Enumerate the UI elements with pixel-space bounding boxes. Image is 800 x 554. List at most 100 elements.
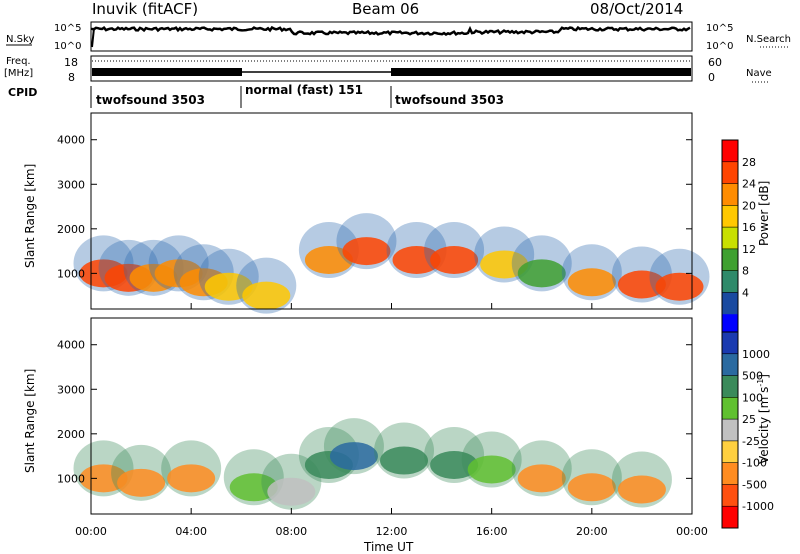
nave-tick-top: 60 [708, 56, 722, 69]
noise-start-spike [91, 27, 95, 48]
colorbar-swatch [722, 440, 738, 464]
echo-cell [242, 281, 291, 310]
nave-label: Nave [746, 68, 772, 79]
velocity-panel: 4000 3000 2000 1000 Slant Range [km] 1000 50… [23, 317, 774, 529]
echo-cell [517, 259, 566, 288]
echo-cell [567, 268, 616, 297]
echo-cell [392, 246, 441, 274]
echo-cell [430, 246, 479, 274]
noise-search-label: N.Search [746, 34, 791, 45]
colorbar-swatch [722, 227, 738, 250]
colorbar-tick-label: 20 [742, 199, 756, 212]
colorbar-swatch [722, 140, 738, 163]
colorbar-swatch [722, 292, 738, 315]
echo-cell [229, 473, 278, 502]
noise-left-tick-bottom: 10^0 [54, 41, 81, 52]
x-tick-label: 04:00 [175, 525, 207, 538]
frequency-tick-bottom: 8 [68, 71, 75, 84]
colorbar-tick-label: 12 [742, 243, 756, 256]
x-tick-label: 08:00 [275, 525, 307, 538]
echo-cell [655, 272, 704, 301]
echo-cell [617, 270, 666, 299]
velocity-ylabel: Slant Range [km] [23, 369, 37, 473]
echo-cell [467, 455, 516, 484]
frequency-band-seg3 [391, 68, 691, 76]
noise-left-tick-top: 10^5 [54, 23, 81, 34]
echo-cell [567, 473, 616, 502]
colorbar-tick-label: 28 [742, 156, 756, 169]
x-tick-label: 00:00 [75, 525, 107, 538]
colorbar-tick-label: -25 [742, 435, 760, 448]
noise-right-tick-top: 10^5 [706, 23, 733, 34]
echo-cell [329, 442, 378, 471]
noise-panel-frame [90, 21, 693, 52]
colorbar-tick-label: 25 [742, 413, 756, 426]
noise-right-tick-bottom: 10^0 [706, 41, 733, 52]
colorbar-tick-label: -500 [742, 478, 767, 491]
y-tick-label: 4000 [57, 134, 85, 147]
cpid-segment-2: normal (fast) 151 [245, 83, 363, 97]
power-panel: 4000 3000 2000 1000 Slant Range [km] 28 24 20… [23, 112, 771, 337]
echo-cell [517, 464, 566, 493]
cpid-panel: CPID twofsound 3503 normal (fast) 151 tw… [8, 83, 504, 108]
velocity-data-layer [73, 418, 672, 510]
colorbar-tick-label: -1000 [742, 500, 774, 513]
echo-cell [304, 246, 353, 274]
colorbar-swatch [722, 332, 738, 355]
echo-cell [204, 272, 253, 301]
echo-cell [342, 237, 391, 266]
colorbar-tick-label: 100 [742, 391, 763, 404]
station-title: Inuvik (fitACF) [92, 0, 198, 18]
velocity-colorbar-label: Velocity [m s-1] [756, 374, 771, 464]
colorbar-swatch [722, 397, 738, 420]
y-tick-label: 2000 [57, 223, 85, 236]
cpid-segment-3: twofsound 3503 [395, 93, 504, 107]
frequency-label-line2: [MHz] [4, 68, 33, 79]
frequency-band-seg1 [92, 68, 242, 76]
y-tick-label: 2000 [57, 428, 85, 441]
y-tick-label: 1000 [57, 267, 85, 280]
colorbar-swatch [722, 506, 738, 529]
power-data-layer [73, 213, 710, 314]
echo-cell [167, 464, 216, 493]
nave-tick-bottom: 0 [708, 71, 715, 84]
x-tick-label: 16:00 [476, 525, 508, 538]
y-tick-label: 4000 [57, 339, 85, 352]
colorbar-tick-label: -100 [742, 457, 767, 470]
colorbar-tick-label: 4 [742, 286, 749, 299]
echo-cell [117, 468, 166, 497]
echo-cell [617, 475, 666, 504]
colorbar-swatch [722, 270, 738, 293]
colorbar-swatch [722, 375, 738, 398]
y-tick-label: 3000 [57, 178, 85, 191]
echo-cell [79, 464, 128, 493]
echo-cell [480, 250, 529, 279]
colorbar-swatch [722, 462, 738, 485]
noise-sky-label: N.Sky [6, 34, 34, 45]
noise-panel: N.Sky 10^5 10^0 10^5 10^0 N.Search [6, 21, 791, 52]
colorbar-tick-label: 8 [742, 265, 749, 278]
colorbar-tick-label: 24 [742, 178, 756, 191]
colorbar-swatch [722, 248, 738, 272]
x-tick-label: 20:00 [576, 525, 608, 538]
frequency-panel-frame [90, 55, 693, 82]
colorbar-tick-label: 1000 [742, 348, 770, 361]
frequency-panel: Freq. [MHz] 18 8 60 0 Nave [4, 55, 772, 84]
colorbar-tick-label: 16 [742, 221, 756, 234]
cpid-label: CPID [8, 86, 37, 99]
colorbar-swatch [722, 314, 738, 337]
cpid-segment-1: twofsound 3503 [96, 93, 205, 107]
echo-cell [380, 446, 429, 475]
colorbar-swatch [722, 419, 738, 442]
colorbar-swatch [722, 353, 738, 377]
power-ylabel: Slant Range [km] [23, 164, 37, 268]
echo-cell [267, 477, 316, 506]
colorbar-swatch [722, 484, 738, 507]
colorbar-frame [721, 331, 739, 529]
x-tick-label: 00:00 [676, 525, 708, 538]
noise-sky-trace [90, 25, 691, 37]
colorbar-swatch [722, 161, 738, 185]
colorbar-swatch [722, 183, 738, 206]
x-axis: 00:00 04:00 08:00 12:00 16:00 20:00 00:00 [75, 303, 708, 538]
